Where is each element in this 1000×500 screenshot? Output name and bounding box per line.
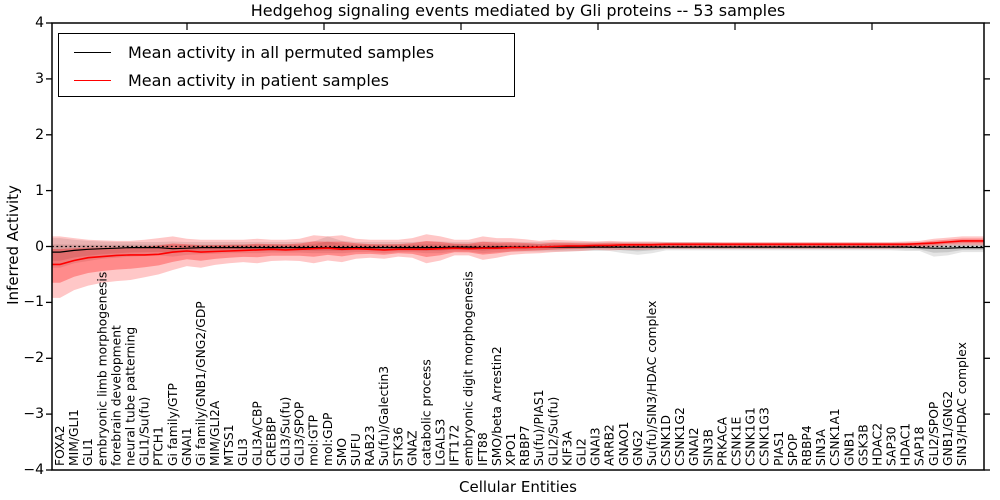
x-tick-label: Su(fu)/Galectin3 (377, 366, 391, 466)
x-tick-label: CSNK1G1 (744, 407, 758, 466)
x-tick-label: IFT88 (476, 432, 490, 466)
legend-label-patient: Mean activity in patient samples (128, 70, 389, 90)
x-tick-label: GSK3B (856, 424, 870, 466)
y-tick-label: 1 (35, 182, 44, 199)
x-tick-label: ARRB2 (603, 424, 617, 466)
x-tick-label: CSNK1G3 (758, 407, 772, 466)
x-axis-label: Cellular Entities (459, 478, 577, 496)
x-tick-label: CREBBP (264, 417, 278, 466)
x-tick-label: GLI1 (81, 438, 95, 466)
x-tick-label: HDAC1 (899, 423, 913, 466)
x-tick-label: Gi family/GTP (166, 383, 180, 466)
x-tick-label: neural tube patterning (124, 327, 138, 466)
x-tick-label: SIN3B (701, 429, 715, 466)
x-tick-label: FOXA2 (53, 425, 67, 466)
x-tick-label: GLI2/Su(fu) (546, 397, 560, 466)
x-tick-label: MIM/GLI1 (67, 409, 81, 466)
x-tick-label: forebrain development (109, 325, 123, 466)
x-tick-label: LGALS3 (434, 419, 448, 466)
legend-item-permuted: Mean activity in all permuted samples (59, 38, 514, 66)
x-tick-label: SMO (335, 438, 349, 466)
y-tick-label: 2 (35, 126, 44, 143)
y-tick-label: −3 (23, 406, 44, 423)
x-tick-label: SPOP (786, 434, 800, 466)
x-tick-label: GNB1 (842, 431, 856, 466)
x-tick-label: GLI2 (575, 438, 589, 466)
x-tick-label: GLI3 (236, 438, 250, 466)
x-tick-label: GNAO1 (617, 422, 631, 466)
y-tick-label: 4 (35, 15, 44, 31)
x-tick-label: embryonic limb morphogenesis (95, 272, 109, 466)
x-tick-label: embryonic digit morphogenesis (462, 271, 476, 466)
legend-line-patient (74, 79, 111, 81)
x-tick-label: GNAI2 (687, 427, 701, 466)
legend: Mean activity in all permuted samples Me… (58, 33, 515, 97)
chart-title: Hedgehog signaling events mediated by Gl… (250, 1, 786, 20)
x-tick-label: Su(fu)/PIAS1 (532, 389, 546, 466)
x-tick-label: GNG2 (631, 430, 645, 466)
x-tick-label: mol:GTP (307, 415, 321, 466)
x-tick-label: GLI2/SPOP (927, 402, 941, 466)
x-tick-label: KIF3A (560, 430, 574, 466)
y-tick-label: −2 (23, 350, 44, 367)
x-tick-label: GNB1/GNG2 (941, 391, 955, 466)
x-tick-label: RBBP4 (800, 425, 814, 466)
x-tick-label: PTCH1 (152, 426, 166, 466)
legend-line-permuted (74, 51, 111, 53)
mean-line-patient (52, 240, 984, 266)
x-tick-label: SIN3/HDAC complex (955, 342, 969, 466)
x-tick-label: HDAC2 (870, 423, 884, 466)
x-tick-label: Gi family/GNB1/GNG2/GDP (194, 301, 208, 466)
x-tick-label: MTSS1 (222, 424, 236, 466)
x-tick-label: IFT172 (448, 425, 462, 466)
band-group (52, 234, 984, 298)
x-tick-label: GLI3/SPOP (293, 402, 307, 466)
x-tick-label: CSNK1A1 (828, 408, 842, 466)
x-tick-label: STK36 (391, 427, 405, 466)
x-tick-label: SMO/beta Arrestin2 (490, 346, 504, 466)
x-tick-label: mol:GDP (321, 413, 335, 466)
legend-label-permuted: Mean activity in all permuted samples (128, 42, 435, 62)
x-tick-label: GNAI1 (180, 427, 194, 466)
x-tick-label: SIN3A (814, 429, 828, 466)
x-tick-label: CSNK1E (730, 417, 744, 466)
x-tick-label: PRKACA (715, 416, 729, 466)
x-tick-label: SAP18 (913, 426, 927, 466)
x-tick-label: Su(fu)/SIN3/HDAC complex (645, 301, 659, 466)
x-tick-label: GLI3A/CBP (250, 401, 264, 466)
x-tick-label: catabolic process (419, 359, 433, 466)
x-tick-label: PIAS1 (772, 431, 786, 466)
band-permuted-inner (52, 241, 984, 261)
x-tick-label: CSNK1G2 (673, 407, 687, 466)
y-tick-label: 3 (35, 70, 44, 87)
y-tick-label: −4 (23, 462, 44, 478)
x-tick-label: XPO1 (504, 433, 518, 466)
x-tick-label: MIM/GLI2A (208, 400, 222, 466)
x-tick-label: SUFU (349, 433, 363, 466)
y-tick-label: 0 (35, 238, 44, 255)
x-tick-label: CSNK1D (659, 415, 673, 466)
x-tick-label: SAP30 (885, 426, 899, 466)
x-tick-label: GNAZ (405, 430, 419, 466)
x-tick-label: GLI1/Su(fu) (138, 397, 152, 466)
legend-item-patient: Mean activity in patient samples (59, 66, 514, 94)
x-tick-label: GLI3/Su(fu) (279, 397, 293, 466)
x-tick-label: RBBP7 (518, 425, 532, 466)
x-tick-label: GNAI3 (589, 427, 603, 466)
y-tick-label: −1 (23, 294, 44, 311)
x-tick-label: RAB23 (363, 425, 377, 466)
